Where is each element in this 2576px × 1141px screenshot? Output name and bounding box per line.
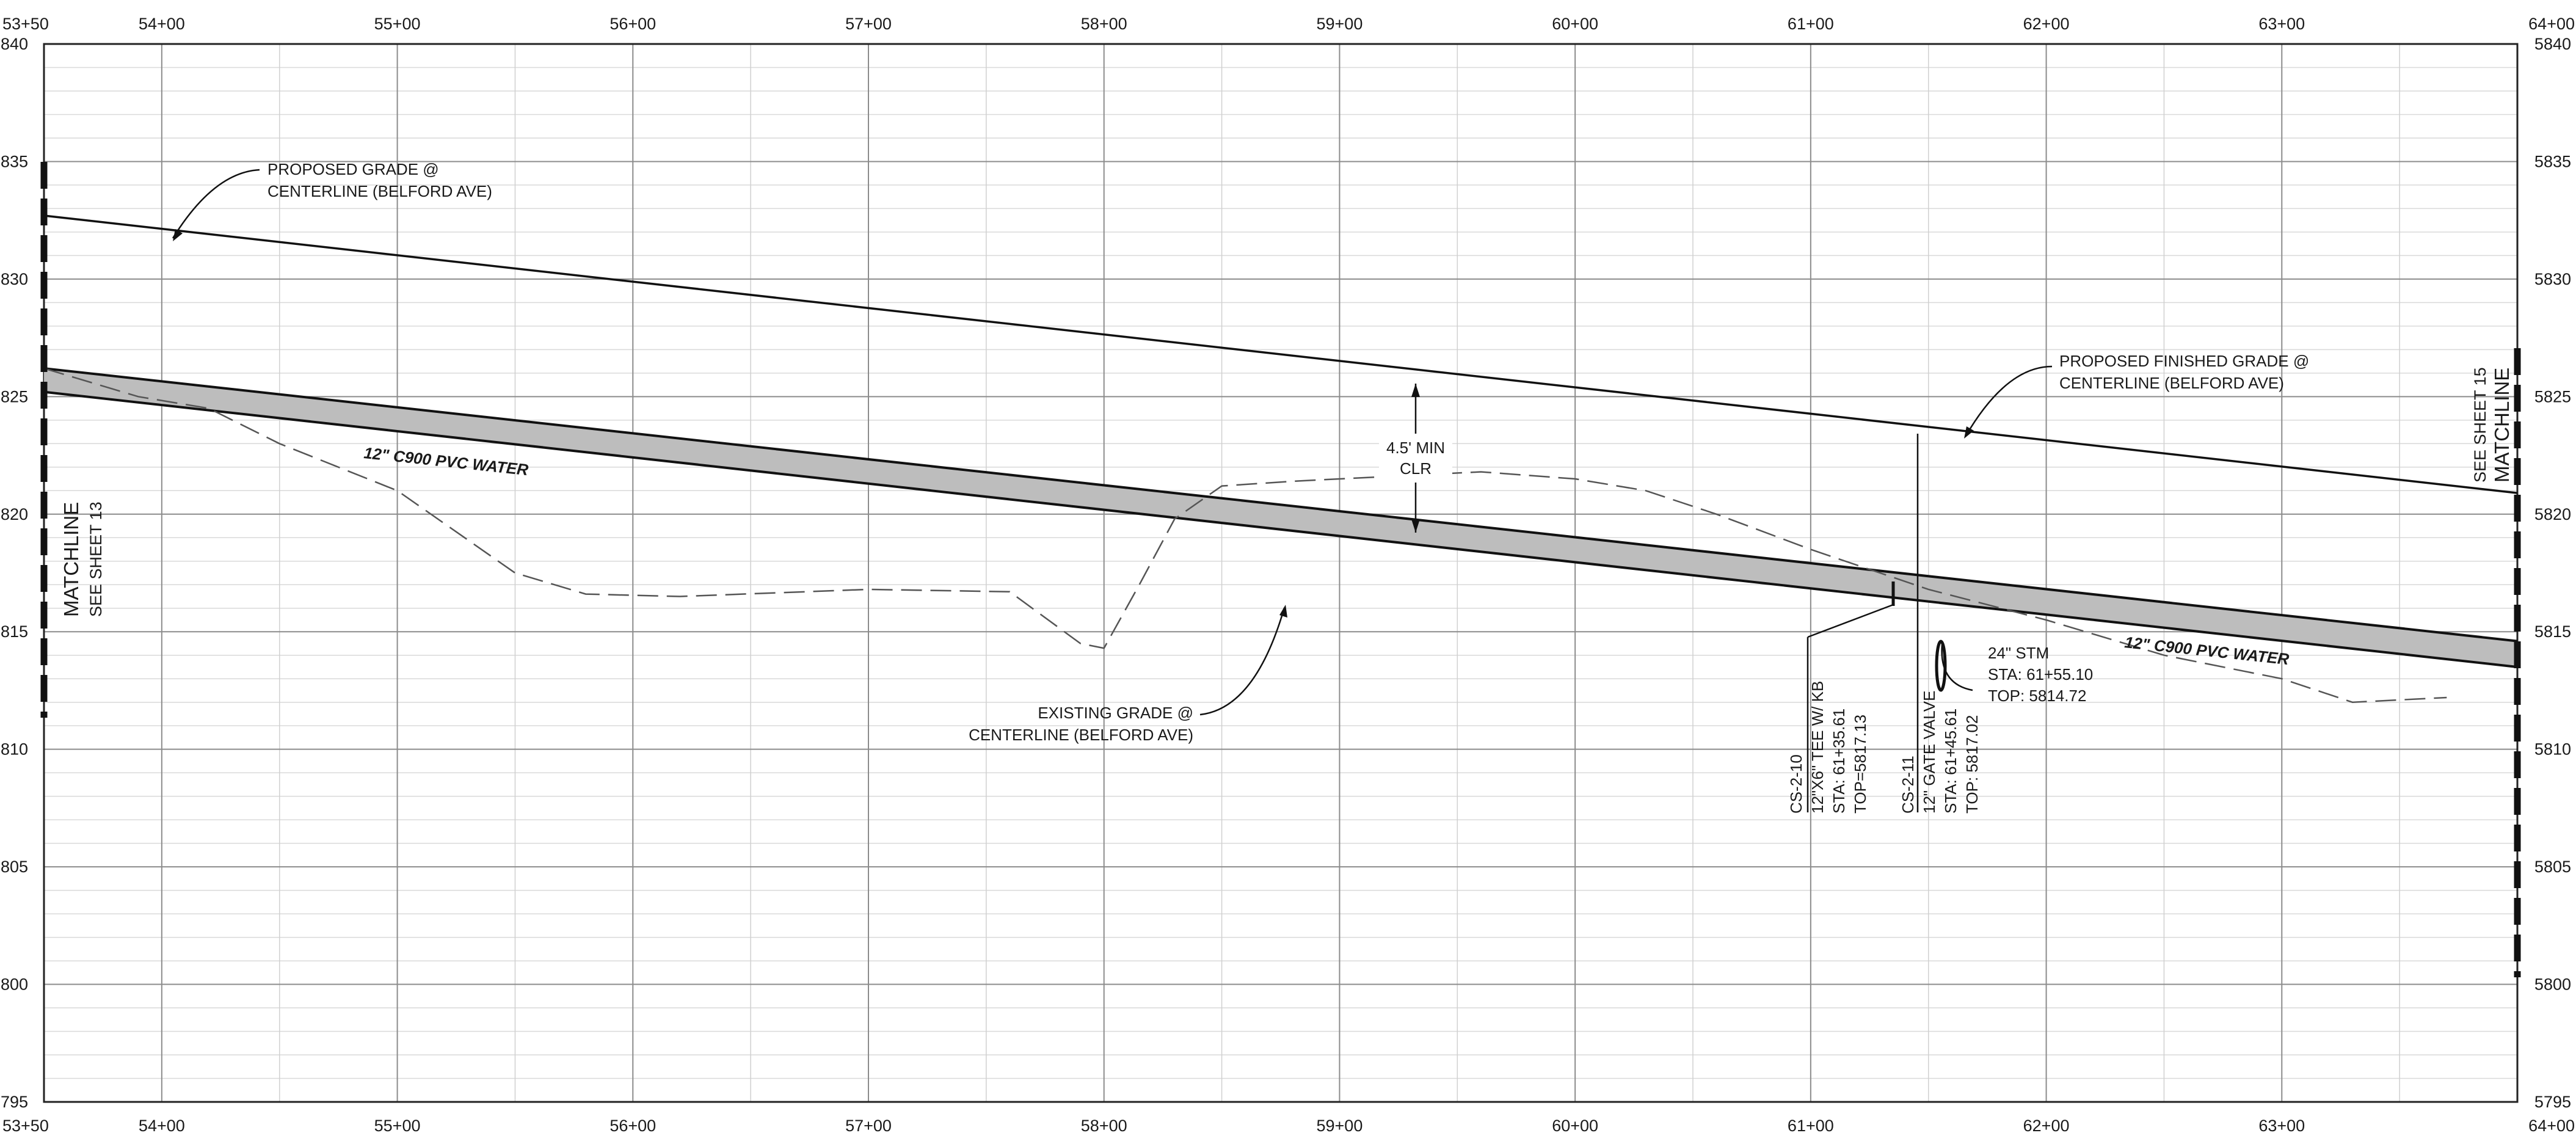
- tee-label-line3: STA: 61+35.61: [1830, 709, 1848, 814]
- station-label-top: 60+00: [1552, 15, 1598, 33]
- elevation-label-right: 5800: [2534, 975, 2571, 994]
- tee-label-line4: TOP=5817.13: [1851, 715, 1869, 814]
- elevation-label-left: 800: [1, 975, 28, 994]
- tee-label-line2: 12"X6" TEE W/ KB: [1808, 681, 1827, 814]
- elevation-label-left: 820: [1, 505, 28, 523]
- elevation-label-left: 795: [1, 1093, 28, 1111]
- existing-grade-label-line2: CENTERLINE (BELFORD AVE): [969, 726, 1193, 744]
- matchline-left-title: MATCHLINE: [60, 502, 82, 617]
- valve-label-line1: CS-2-11: [1899, 756, 1917, 814]
- station-label-top: 61+00: [1788, 15, 1834, 33]
- matchline-right-label: MATCHLINE SEE SHEET 15: [2471, 367, 2513, 483]
- station-label-top: 59+00: [1317, 15, 1363, 33]
- storm-label-line3: TOP: 5814.72: [1988, 687, 2086, 705]
- station-label-bottom: 63+00: [2258, 1117, 2305, 1135]
- elevation-label-left: 835: [1, 152, 28, 170]
- water-pipe-top: [43, 367, 2518, 643]
- major-grid: [44, 44, 2517, 1102]
- elevation-label-left: 830: [1, 270, 28, 288]
- valve-label: CS-2-11 12" GATE VALVE STA: 61+45.61 TOP…: [1899, 691, 1981, 814]
- valve-label-line4: TOP: 5817.02: [1963, 715, 1981, 814]
- elevation-label-right: 5820: [2534, 505, 2571, 523]
- proposed-grade-label-line1: PROPOSED GRADE @: [267, 160, 439, 178]
- station-label-top: 62+00: [2023, 15, 2070, 33]
- proposed-grade-arrow: [173, 229, 183, 241]
- finished-grade-leader: [1964, 365, 2053, 437]
- clearance-label-line2: CLR: [1400, 459, 1432, 478]
- proposed-grade-line: [43, 214, 2518, 494]
- station-label-top: 64+00: [2528, 15, 2575, 33]
- existing-grade-leader: [1199, 607, 1286, 716]
- tee-label-line1: CS-2-10: [1787, 754, 1805, 814]
- elevation-label-right: 5810: [2534, 740, 2571, 759]
- storm-leader: [1941, 644, 1973, 691]
- tee-label: CS-2-10 12"X6" TEE W/ KB STA: 61+35.61 T…: [1787, 681, 1869, 814]
- station-label-top: 57+00: [845, 15, 892, 33]
- matchline-left-label: MATCHLINE SEE SHEET 13: [60, 501, 105, 617]
- elevation-label-left: 805: [1, 858, 28, 876]
- elevation-label-right: 5830: [2534, 270, 2571, 288]
- elevation-label-left: 815: [1, 622, 28, 641]
- station-label-bottom: 54+00: [139, 1117, 185, 1135]
- storm-label-line1: 24" STM: [1988, 644, 2049, 662]
- station-label-bottom: 62+00: [2023, 1117, 2070, 1135]
- station-label-bottom: 55+00: [374, 1117, 421, 1135]
- axis-labels: 53+50 53+50 54+00 54+00 55+00 55+00 56+00 56+00…: [1, 15, 2575, 1135]
- existing-grade-arrow: [1279, 605, 1287, 618]
- finished-grade-label-line2: CENTERLINE (BELFORD AVE): [2059, 374, 2284, 392]
- elevation-label-left: 840: [1, 35, 28, 53]
- plot-frame: [43, 43, 2519, 1103]
- station-label-bottom: 59+00: [1317, 1117, 1363, 1135]
- clearance-label-mask: [1379, 434, 1452, 483]
- tee-leader: [1807, 603, 1894, 638]
- proposed-grade-leader: [172, 169, 260, 239]
- matchline-left-sheet: SEE SHEET 13: [87, 501, 105, 617]
- storm-pipe-symbol: [1935, 640, 1947, 692]
- valve-label-line2: 12" GATE VALVE: [1920, 691, 1938, 814]
- station-label-top: 58+00: [1081, 15, 1127, 33]
- matchline-right-title: MATCHLINE: [2490, 368, 2513, 483]
- station-label-bottom: 64+00: [2528, 1117, 2575, 1135]
- station-label-bottom: 60+00: [1552, 1117, 1598, 1135]
- finished-grade-label-line1: PROPOSED FINISHED GRADE @: [2059, 352, 2309, 370]
- matchline-right-sheet: SEE SHEET 15: [2471, 367, 2489, 483]
- elevation-label-left: 810: [1, 740, 28, 759]
- station-label-bottom: 57+00: [845, 1117, 892, 1135]
- elevation-label-right: 5795: [2534, 1093, 2571, 1111]
- station-label-bottom: 53+50: [2, 1117, 49, 1135]
- water-pipe-band: [44, 368, 2517, 667]
- water-pipe-bottom: [43, 390, 2518, 668]
- proposed-grade-label-line2: CENTERLINE (BELFORD AVE): [267, 182, 492, 200]
- elevation-label-right: 5840: [2534, 35, 2571, 53]
- station-label-top: 54+00: [139, 15, 185, 33]
- clearance-arrow-top: [1411, 384, 1420, 397]
- storm-label-line2: STA: 61+55.10: [1988, 665, 2093, 684]
- elevation-label-right: 5825: [2534, 387, 2571, 406]
- finished-grade-arrow: [1964, 426, 1974, 439]
- station-label-bottom: 56+00: [609, 1117, 656, 1135]
- minor-grid: [44, 44, 2517, 1102]
- pipe-label-1: 12" C900 PVC WATER: [363, 443, 529, 479]
- existing-grade-label-line1: EXISTING GRADE @: [1038, 704, 1193, 722]
- station-label-top: 63+00: [2258, 15, 2305, 33]
- clearance-arrow-bottom: [1411, 519, 1420, 533]
- clearance-label-line1: 4.5' MIN: [1386, 439, 1445, 457]
- station-label-top: 56+00: [609, 15, 656, 33]
- elevation-label-right: 5835: [2534, 152, 2571, 170]
- existing-grade-line: [43, 367, 2447, 703]
- station-label-top: 55+00: [374, 15, 421, 33]
- station-label-bottom: 58+00: [1081, 1117, 1127, 1135]
- elevation-label-right: 5805: [2534, 858, 2571, 876]
- elevation-label-left: 825: [1, 387, 28, 406]
- valve-label-line3: STA: 61+45.61: [1941, 709, 1960, 814]
- station-label-bottom: 61+00: [1788, 1117, 1834, 1135]
- station-label-top: 53+50: [2, 15, 49, 33]
- elevation-label-right: 5815: [2534, 622, 2571, 641]
